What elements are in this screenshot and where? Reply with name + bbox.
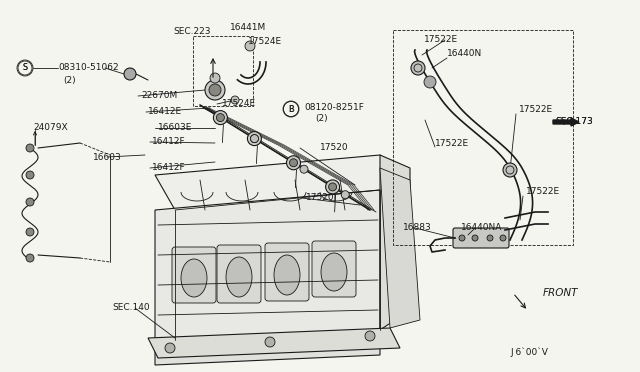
Ellipse shape (321, 253, 347, 291)
Text: 08120-8251F: 08120-8251F (304, 103, 364, 112)
Text: SEC.173: SEC.173 (555, 118, 593, 126)
Circle shape (287, 156, 301, 170)
Circle shape (300, 165, 308, 173)
Ellipse shape (226, 257, 252, 297)
Text: 16412E: 16412E (148, 108, 182, 116)
Circle shape (328, 183, 337, 191)
Text: S: S (22, 64, 28, 73)
Polygon shape (155, 155, 400, 210)
Text: 16883: 16883 (403, 224, 432, 232)
Circle shape (26, 228, 34, 236)
Bar (193, 36, 253, 106)
Text: 08310-51062: 08310-51062 (58, 64, 118, 73)
Text: SEC.173: SEC.173 (555, 118, 593, 126)
Text: 16412F: 16412F (152, 164, 186, 173)
Circle shape (26, 171, 34, 179)
Text: 16603E: 16603E (158, 124, 193, 132)
Text: 16441M: 16441M (230, 23, 266, 32)
Circle shape (487, 235, 493, 241)
Circle shape (424, 76, 436, 88)
Text: 17522E: 17522E (435, 138, 469, 148)
Polygon shape (155, 190, 380, 340)
Text: FRONT: FRONT (543, 288, 579, 298)
Text: 17524E: 17524E (248, 38, 282, 46)
Text: 16412F: 16412F (152, 138, 186, 147)
Circle shape (205, 80, 225, 100)
Circle shape (165, 343, 175, 353)
Text: 16440NA: 16440NA (461, 224, 502, 232)
Text: S: S (22, 64, 28, 73)
Circle shape (365, 331, 375, 341)
Circle shape (245, 41, 255, 51)
Circle shape (472, 235, 478, 241)
Circle shape (326, 180, 340, 194)
FancyBboxPatch shape (312, 241, 356, 297)
Text: J 6`00`V: J 6`00`V (510, 347, 548, 357)
Circle shape (231, 96, 239, 104)
Circle shape (26, 254, 34, 262)
Text: (2): (2) (63, 76, 76, 84)
FancyBboxPatch shape (172, 247, 216, 303)
Text: 22670M: 22670M (141, 92, 177, 100)
Circle shape (250, 135, 259, 142)
Polygon shape (380, 168, 420, 328)
Text: B: B (288, 105, 294, 113)
Text: 17522E: 17522E (519, 106, 553, 115)
FancyArrow shape (553, 118, 579, 126)
FancyBboxPatch shape (453, 228, 509, 248)
Text: 17520J: 17520J (306, 193, 337, 202)
Text: SEC.140: SEC.140 (112, 304, 150, 312)
Text: 16440N: 16440N (447, 49, 483, 58)
Text: 17522E: 17522E (526, 187, 560, 196)
Ellipse shape (181, 259, 207, 297)
Polygon shape (380, 155, 410, 330)
Text: 17524E: 17524E (222, 99, 256, 109)
Text: SEC.223: SEC.223 (173, 26, 211, 35)
Circle shape (459, 235, 465, 241)
Circle shape (341, 191, 349, 199)
Circle shape (248, 132, 261, 145)
Circle shape (26, 144, 34, 152)
Text: B: B (289, 105, 294, 113)
Circle shape (124, 68, 136, 80)
Circle shape (265, 337, 275, 347)
Circle shape (209, 84, 221, 96)
Polygon shape (148, 328, 400, 358)
Ellipse shape (274, 255, 300, 295)
Circle shape (213, 110, 227, 125)
Circle shape (250, 135, 259, 142)
Circle shape (26, 198, 34, 206)
Text: 16603: 16603 (93, 153, 122, 161)
FancyBboxPatch shape (265, 243, 309, 301)
Circle shape (503, 163, 517, 177)
Text: 17522E: 17522E (424, 35, 458, 45)
Text: (2): (2) (315, 115, 328, 124)
Circle shape (411, 61, 425, 75)
Text: 17520: 17520 (320, 144, 349, 153)
Circle shape (289, 159, 298, 167)
Circle shape (210, 73, 220, 83)
Text: 24079X: 24079X (33, 122, 68, 131)
Circle shape (216, 113, 225, 122)
Polygon shape (155, 330, 380, 365)
Bar (393, 30, 573, 245)
Circle shape (500, 235, 506, 241)
FancyBboxPatch shape (217, 245, 261, 303)
